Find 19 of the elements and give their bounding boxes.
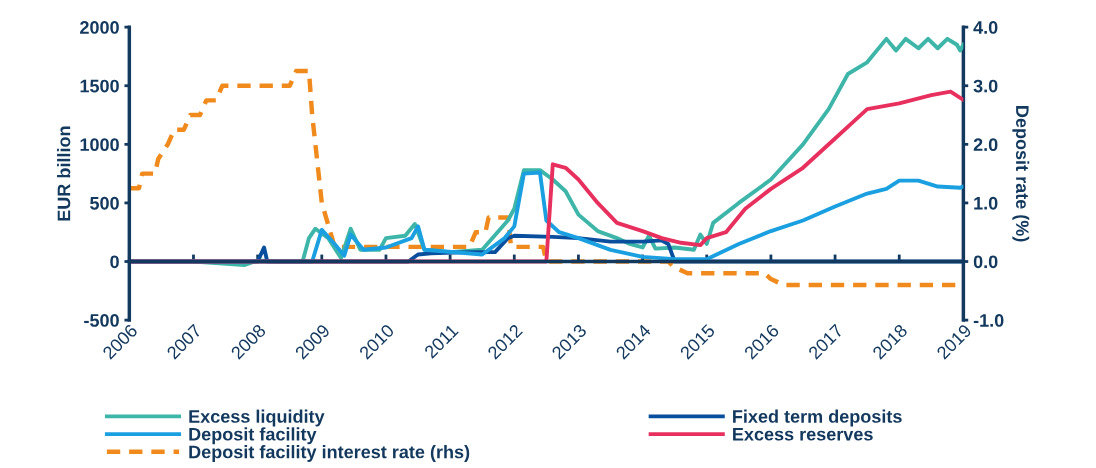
y-tick-label: 500 — [90, 196, 119, 210]
y2-axis-title: Deposit rate (%) — [1012, 106, 1030, 242]
y2-tick-label: 4.0 — [973, 21, 998, 34]
y-tick-label: 1000 — [80, 138, 119, 152]
y-tick-label: 1500 — [80, 79, 119, 93]
y2-tick-label: 2.0 — [973, 138, 998, 152]
y-tick-label: 0 — [110, 255, 119, 269]
y2-tick-label: 1.0 — [974, 196, 998, 210]
y2-tick-label: 0.0 — [973, 255, 998, 269]
y-axis-title: EUR billion — [57, 126, 71, 221]
y2-tick-label: 3.0 — [973, 79, 998, 93]
legend-label: Excess liquidity — [189, 409, 325, 427]
legend-label: Fixed term deposits — [733, 409, 902, 427]
legend-label: Excess reserves — [733, 428, 873, 441]
legend-label: Deposit facility interest rate (rhs) — [189, 445, 470, 462]
y2-tick-label: -1.0 — [973, 314, 1004, 327]
y-tick-label: -500 — [84, 314, 119, 327]
y-tick-label: 2000 — [80, 21, 119, 34]
legend-label: Deposit facility — [189, 427, 317, 445]
